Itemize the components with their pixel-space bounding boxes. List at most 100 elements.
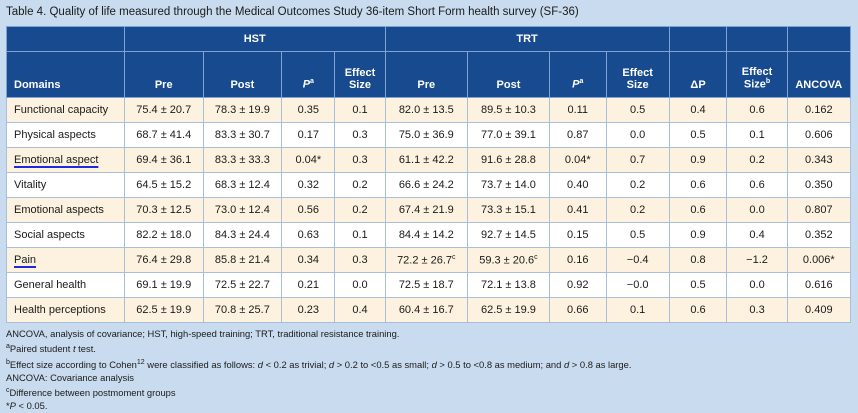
- cell-trt-es: 0.0: [605, 122, 670, 148]
- cell-hst-p: 0.63: [281, 222, 336, 248]
- footnote-a: aPaired student t test.: [6, 343, 96, 355]
- column-header-row: Domains Pre Post Pa Effect Size Pre Post…: [6, 51, 852, 98]
- cell-value: 0.4: [749, 229, 765, 241]
- cell-value: 92.7 ± 14.5: [480, 229, 536, 241]
- cell-hst-es: 0.3: [334, 247, 386, 273]
- col-trt-post: Post: [467, 51, 550, 98]
- cell-trt-post: 62.5 ± 19.9: [467, 297, 550, 323]
- cell-trt-p: 0.92: [548, 272, 607, 298]
- cell-value: 0.0: [749, 279, 765, 291]
- cell-domain: Functional capacity: [6, 97, 125, 123]
- cell-ancova: 0.807: [786, 197, 852, 223]
- cell-value: 59.3 ± 20.6: [479, 254, 535, 267]
- cell-value: 0.9: [690, 229, 706, 241]
- cell-delta-p: 0.6: [668, 297, 728, 323]
- cell-value: 67.4 ± 21.9: [398, 204, 454, 216]
- footnote-ancova: ANCOVA: Covariance analysis: [6, 371, 134, 383]
- cell-value: 0.2: [630, 204, 646, 216]
- cell-value: 0.0: [749, 204, 765, 216]
- cell-hst-es: 0.3: [334, 122, 386, 148]
- cell-delta-p: 0.6: [668, 172, 728, 198]
- cell-value: 0.92: [567, 279, 589, 291]
- cell-hst-post: 78.3 ± 19.9: [202, 97, 283, 123]
- domain-label: Physical aspects: [14, 129, 96, 141]
- table-row: Physical aspects 68.7 ± 41.4 83.3 ± 30.7 0.…: [6, 122, 852, 148]
- cell-value: −0.0: [626, 279, 649, 291]
- cell-value: 82.0 ± 13.5: [398, 104, 454, 116]
- cell-value: 73.0 ± 12.4: [214, 204, 270, 216]
- col-hst-post: Post: [202, 51, 283, 98]
- cell-value: 0.352: [805, 229, 833, 241]
- cell-trt-p: 0.40: [548, 172, 607, 198]
- domain-label: Emotional aspect: [14, 154, 99, 166]
- col-domains: Domains: [6, 51, 125, 98]
- cell-value: 0.3: [352, 129, 368, 141]
- cell-value: 0.3: [352, 154, 368, 166]
- cell-value: 0.4: [690, 104, 706, 116]
- cell-superscript: c: [452, 253, 456, 261]
- cell-value: 0.2: [630, 179, 646, 191]
- cell-hst-post: 70.8 ± 25.7: [202, 297, 283, 323]
- cell-value: 0.6: [749, 104, 765, 116]
- cell-delta-p: 0.9: [668, 222, 728, 248]
- cell-value: 0.6: [690, 204, 706, 216]
- domain-label: Health perceptions: [14, 304, 106, 316]
- cell-value: 84.4 ± 14.2: [398, 229, 454, 241]
- cell-es-b: 0.6: [726, 172, 788, 198]
- col-effect-size-b: Effect Sizeb: [726, 51, 788, 98]
- footnote-abbreviations: ANCOVA, analysis of covariance; HST, hig…: [6, 328, 400, 339]
- cell-value: 0.87: [567, 129, 589, 141]
- cell-value: 0.04*: [564, 154, 591, 166]
- col-trt-p: Pa: [548, 51, 607, 98]
- footnotes: ANCOVA, analysis of covariance; HST, hig…: [6, 327, 631, 413]
- col-trt-pre: Pre: [384, 51, 469, 98]
- cell-trt-es: 0.2: [605, 172, 670, 198]
- cell-trt-p: 0.11: [548, 97, 607, 123]
- cell-hst-p: 0.32: [281, 172, 336, 198]
- cell-trt-pre: 72.2 ± 26.7c: [384, 247, 469, 273]
- cell-value: 0.162: [805, 104, 833, 116]
- cell-value: 0.1: [630, 304, 646, 316]
- cell-value: 0.9: [690, 154, 706, 166]
- cell-trt-es: −0.4: [605, 247, 670, 273]
- cell-superscript: c: [534, 253, 538, 261]
- cell-ancova: 0.350: [786, 172, 852, 198]
- cell-value: 0.4: [352, 304, 368, 316]
- cell-value: 73.7 ± 14.0: [480, 179, 536, 191]
- cell-ancova: 0.352: [786, 222, 852, 248]
- cell-value: 64.5 ± 15.2: [136, 179, 192, 191]
- group-header-blank: [786, 26, 852, 52]
- cell-domain: Social aspects: [6, 222, 125, 248]
- domain-label: Pain: [14, 254, 37, 266]
- cell-trt-pre: 72.5 ± 18.7: [384, 272, 469, 298]
- cell-value: 73.3 ± 15.1: [480, 204, 536, 216]
- cell-value: 0.2: [749, 154, 765, 166]
- cell-es-b: 0.3: [726, 297, 788, 323]
- cell-es-b: 0.0: [726, 197, 788, 223]
- cell-value: 0.11: [567, 104, 589, 116]
- cell-value: 0.350: [805, 179, 833, 191]
- cell-value: 0.409: [805, 304, 833, 316]
- cell-trt-post: 91.6 ± 28.8: [467, 147, 550, 173]
- cell-domain: Vitality: [6, 172, 125, 198]
- cell-hst-es: 0.2: [334, 197, 386, 223]
- cell-hst-post: 85.8 ± 21.4: [202, 247, 283, 273]
- cell-value: 0.5: [690, 129, 706, 141]
- cell-ancova: 0.409: [786, 297, 852, 323]
- cell-value: 72.2 ± 26.7: [397, 254, 453, 267]
- cell-value: 68.3 ± 12.4: [214, 179, 270, 191]
- cell-delta-p: 0.6: [668, 197, 728, 223]
- cell-value: 0.6: [690, 304, 706, 316]
- cell-value: 0.616: [805, 279, 833, 291]
- cell-ancova: 0.606: [786, 122, 852, 148]
- cell-value: 60.4 ± 16.7: [398, 304, 454, 316]
- cell-value: 70.3 ± 12.5: [136, 204, 192, 216]
- cell-hst-es: 0.4: [334, 297, 386, 323]
- cell-hst-pre: 64.5 ± 15.2: [123, 172, 204, 198]
- cell-value: 0.15: [567, 229, 589, 241]
- cell-value: 91.6 ± 28.8: [480, 154, 536, 166]
- cell-value: 0.0: [630, 129, 646, 141]
- cell-domain: Emotional aspect: [6, 147, 125, 173]
- cell-value: 0.2: [352, 204, 368, 216]
- cell-hst-p: 0.34: [281, 247, 336, 273]
